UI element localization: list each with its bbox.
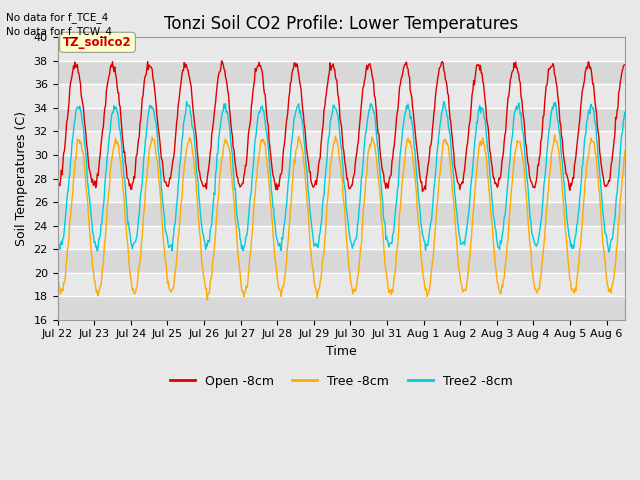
Text: No data for f_TCW_4: No data for f_TCW_4 [6, 26, 113, 37]
Bar [58, 37, 625, 61]
Bar [58, 84, 625, 108]
Bar [58, 296, 625, 320]
Bar [58, 202, 625, 226]
Bar [58, 61, 625, 84]
Bar [58, 155, 625, 179]
Bar [58, 273, 625, 296]
Y-axis label: Soil Temperatures (C): Soil Temperatures (C) [15, 111, 28, 246]
Bar [58, 132, 625, 155]
Bar [58, 249, 625, 273]
Title: Tonzi Soil CO2 Profile: Lower Temperatures: Tonzi Soil CO2 Profile: Lower Temperatur… [164, 15, 518, 33]
Bar [58, 179, 625, 202]
Text: TZ_soilco2: TZ_soilco2 [63, 36, 132, 49]
X-axis label: Time: Time [326, 345, 356, 358]
Bar [58, 226, 625, 249]
Legend: Open -8cm, Tree -8cm, Tree2 -8cm: Open -8cm, Tree -8cm, Tree2 -8cm [164, 370, 518, 393]
Bar [58, 108, 625, 132]
Text: No data for f_TCE_4: No data for f_TCE_4 [6, 12, 109, 23]
